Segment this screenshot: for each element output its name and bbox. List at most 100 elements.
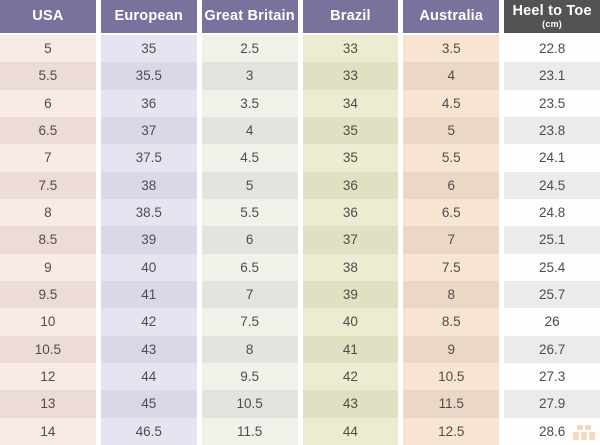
table-cell: 23.8 (504, 116, 600, 145)
table-cell: 37 (302, 226, 399, 254)
table-cell: 5 (201, 171, 298, 199)
table-cell: 26.7 (504, 335, 600, 363)
table-cell: 7.5 (403, 253, 500, 281)
table-cell: 40 (302, 308, 399, 336)
column-header-label: USA (32, 7, 64, 24)
column-header-label: Australia (419, 7, 484, 24)
table-cell: 5.5 (0, 62, 96, 90)
table-cell: 35 (302, 144, 399, 172)
table-cell: 11.5 (403, 390, 500, 418)
table-cell: 33 (302, 62, 399, 90)
column-header-european: European (100, 0, 197, 33)
table-cell: 9.5 (201, 362, 298, 391)
table-cell: 7 (0, 144, 96, 172)
table-cell: 9.5 (0, 280, 96, 309)
table-cell: 5 (0, 35, 96, 63)
column-header-label: Brazil (330, 7, 371, 24)
table-cell: 6.5 (0, 116, 96, 145)
column-australia: Australia 3.5 4 4.5 5 5.5 6 6.5 7 7.5 8 8.5 9 10.5 11… (403, 0, 500, 445)
table-cell: 43 (100, 335, 197, 363)
table-cell: 26 (504, 308, 600, 336)
table-cell: 24.1 (504, 144, 600, 172)
table-cell: 7 (403, 226, 500, 254)
column-header-heel-to-toe: Heel to Toe (cm) (504, 0, 600, 33)
table-cell: 7.5 (0, 171, 96, 199)
column-header-brazil: Brazil (302, 0, 399, 33)
table-cell: 35 (302, 116, 399, 145)
column-body-european: 35 35.5 36 37 37.5 38 38.5 39 40 41 42 43 44 45 46.5 (100, 35, 197, 445)
table-cell: 38.5 (100, 198, 197, 227)
column-header-label: Heel to Toe (512, 2, 592, 19)
column-header-label: European (114, 7, 183, 24)
table-cell: 46.5 (100, 417, 197, 445)
column-header-label: Great Britain (204, 7, 295, 24)
table-cell: 6 (0, 89, 96, 117)
column-body-usa: 5 5.5 6 6.5 7 7.5 8 8.5 9 9.5 10 10.5 12 13 14 (0, 35, 96, 445)
table-cell: 5 (403, 116, 500, 145)
column-header-usa: USA (0, 0, 96, 33)
table-cell: 2.5 (201, 35, 298, 63)
table-cell: 35 (100, 35, 197, 63)
table-cell: 25.7 (504, 280, 600, 309)
table-cell: 8 (0, 198, 96, 227)
table-cell: 4 (201, 116, 298, 145)
table-cell: 4.5 (201, 144, 298, 172)
table-cell: 9 (403, 335, 500, 363)
table-cell: 3.5 (201, 89, 298, 117)
column-body-brazil: 33 33 34 35 35 36 36 37 38 39 40 41 42 43 44 (302, 35, 399, 445)
table-cell: 8.5 (0, 226, 96, 254)
table-cell: 25.1 (504, 226, 600, 254)
table-cell: 37.5 (100, 144, 197, 172)
table-cell: 44 (100, 362, 197, 391)
table-cell: 5.5 (201, 198, 298, 227)
table-cell: 8.5 (403, 308, 500, 336)
table-cell: 41 (100, 280, 197, 309)
column-heel-to-toe: Heel to Toe (cm) 22.8 23.1 23.5 23.8 24.1 24.… (504, 0, 600, 445)
table-cell: 11.5 (201, 417, 298, 445)
column-great-britain: Great Britain 2.5 3 3.5 4 4.5 5 5.5 6 6.5 7 7.5 8 9.… (201, 0, 298, 445)
column-european: European 35 35.5 36 37 37.5 38 38.5 39 40 41 42 43 4… (100, 0, 197, 445)
column-header-unit: (cm) (542, 18, 562, 29)
table-cell: 24.8 (504, 198, 600, 227)
column-body-australia: 3.5 4 4.5 5 5.5 6 6.5 7 7.5 8 8.5 9 10.5 11.5 12.5 (403, 35, 500, 445)
table-cell: 23.1 (504, 62, 600, 90)
table-cell: 36 (302, 171, 399, 199)
table-cell: 35.5 (100, 62, 197, 90)
table-cell: 7 (201, 280, 298, 309)
table-cell: 34 (302, 89, 399, 117)
table-cell: 45 (100, 390, 197, 418)
table-cell: 9 (0, 253, 96, 281)
table-cell: 38 (100, 171, 197, 199)
table-cell: 22.8 (504, 35, 600, 63)
table-cell: 24.5 (504, 171, 600, 199)
column-body-great-britain: 2.5 3 3.5 4 4.5 5 5.5 6 6.5 7 7.5 8 9.5 10.5 11.5 (201, 35, 298, 445)
table-cell: 44 (302, 417, 399, 445)
column-usa: USA 5 5.5 6 6.5 7 7.5 8 8.5 9 9.5 10 10.5 12 13 14 (0, 0, 96, 445)
table-cell: 10.5 (0, 335, 96, 363)
table-cell: 33 (302, 35, 399, 63)
table-cell: 43 (302, 390, 399, 418)
table-cell: 23.5 (504, 89, 600, 117)
table-cell: 25.4 (504, 253, 600, 281)
table-cell: 12 (0, 362, 96, 391)
table-cell: 36 (100, 89, 197, 117)
table-cell: 39 (302, 280, 399, 309)
table-cell: 13 (0, 390, 96, 418)
table-cell: 6.5 (201, 253, 298, 281)
table-cell: 6 (201, 226, 298, 254)
table-cell: 4.5 (403, 89, 500, 117)
table-cell: 12.5 (403, 417, 500, 445)
table-cell: 8 (403, 280, 500, 309)
table-cell: 10.5 (403, 362, 500, 391)
table-cell: 6.5 (403, 198, 500, 227)
table-cell: 3.5 (403, 35, 500, 63)
table-cell: 41 (302, 335, 399, 363)
table-cell: 5.5 (403, 144, 500, 172)
table-cell: 42 (302, 362, 399, 391)
column-body-heel-to-toe: 22.8 23.1 23.5 23.8 24.1 24.5 24.8 25.1 25.4 25.7… (504, 35, 600, 445)
table-cell: 38 (302, 253, 399, 281)
table-cell: 10 (0, 308, 96, 336)
table-cell: 4 (403, 62, 500, 90)
table-cell: 40 (100, 253, 197, 281)
